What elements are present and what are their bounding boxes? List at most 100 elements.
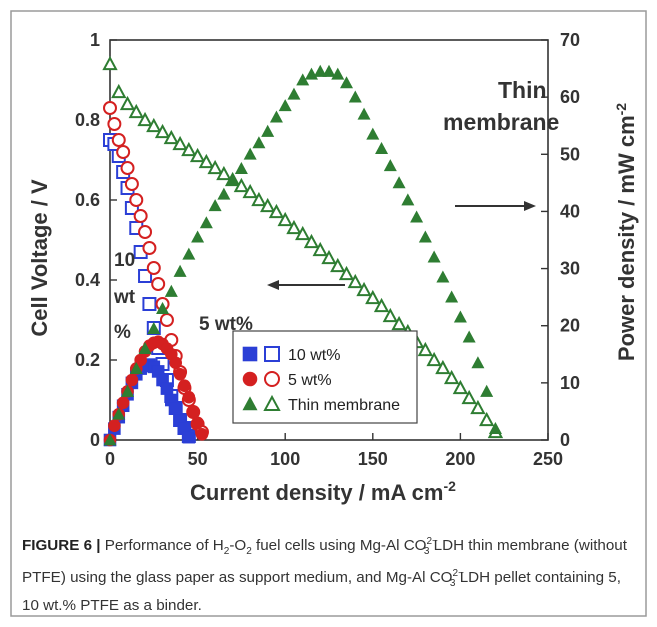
data-point-open-triangle <box>382 307 398 323</box>
data-point-filled-circle <box>242 371 258 387</box>
x-tick-label: 200 <box>445 449 475 469</box>
data-point-open-triangle <box>207 159 223 175</box>
data-point-open-triangle <box>128 103 144 119</box>
caption-sup-chem2: 2− <box>452 568 464 580</box>
data-point-open-triangle <box>277 211 293 227</box>
annotation-10wt-c: % <box>114 322 131 343</box>
legend-label: 10 wt% <box>288 347 340 364</box>
data-point-filled-square <box>242 346 258 362</box>
data-point-open-triangle <box>356 281 372 297</box>
data-point-filled-triangle <box>208 199 222 212</box>
data-point-filled-triangle <box>392 176 406 189</box>
annotation-thin-membrane-line1: Thin <box>498 77 547 103</box>
data-point-filled-triangle <box>480 384 494 397</box>
data-point-open-circle <box>111 133 126 147</box>
data-point-filled-triangle <box>261 124 275 137</box>
data-point-open-triangle <box>154 123 171 139</box>
data-point-filled-triangle <box>199 216 213 229</box>
data-point-filled-circle <box>191 416 204 430</box>
data-point-open-triangle <box>321 249 337 265</box>
data-point-open-triangle <box>137 111 153 127</box>
data-point-filled-circle <box>116 396 130 410</box>
data-point-open-circle <box>116 145 131 159</box>
caption-sub-chem1: 3 <box>423 546 430 558</box>
chart-arrows <box>267 201 536 290</box>
data-point-filled-triangle <box>147 321 161 334</box>
y-right-tick-label: 30 <box>560 259 580 279</box>
series-thin-membrane-voltage <box>102 55 504 439</box>
y-left-axis-title: Cell Voltage / V <box>27 179 52 337</box>
caption-text-2: -O <box>229 537 247 555</box>
y-left-tick-label: 0.6 <box>75 190 100 210</box>
annotation-10wt-a: 10 <box>114 250 135 271</box>
x-axis-title-text: Current density / mA cm <box>190 480 443 505</box>
data-point-open-circle <box>159 313 174 327</box>
data-point-filled-triangle <box>313 64 327 77</box>
data-point-open-triangle <box>391 315 407 331</box>
carbonate-formula-2: 2−3 <box>449 563 464 595</box>
data-point-open-triangle <box>242 183 258 199</box>
data-point-open-triangle <box>417 341 434 357</box>
caption-text-3: fuel cells using Mg-Al CO <box>251 537 427 555</box>
data-point-open-circle <box>264 371 280 387</box>
data-point-filled-triangle <box>252 136 266 149</box>
caption-text-4: LDH thin membrane (without PTFE) using t… <box>22 537 627 587</box>
data-point-filled-circle <box>173 367 187 381</box>
x-tick-label: 100 <box>270 449 300 469</box>
caption-sub-2: 2 <box>246 546 252 558</box>
caption-text-1: Performance of H <box>100 537 224 555</box>
data-point-open-square <box>138 269 153 283</box>
data-point-open-triangle <box>172 135 188 151</box>
data-point-filled-triangle <box>138 341 152 354</box>
y-left-tick-label: 1 <box>90 30 100 50</box>
data-point-filled-triangle <box>436 270 450 283</box>
data-point-open-triangle <box>443 369 460 385</box>
data-point-open-circle <box>146 261 161 275</box>
chart-legend: 10 wt% 5 wt% Thin membrane <box>232 330 418 424</box>
legend-label: Thin membrane <box>288 397 400 414</box>
carbonate-formula-1: 2−3 <box>423 531 438 563</box>
caption-text-5: LDH pellet containing 5, 10 wt.% PTFE as… <box>22 569 621 615</box>
data-point-open-triangle <box>181 141 197 157</box>
data-point-open-triangle <box>102 55 118 71</box>
data-point-filled-triangle <box>243 147 257 160</box>
legend-box <box>232 330 418 424</box>
x-axis-title: Current density / mA cm-2 <box>190 478 456 505</box>
data-point-open-triangle <box>303 233 320 249</box>
data-point-filled-circle <box>182 390 196 404</box>
legend-items: 10 wt% 5 wt% Thin membrane <box>242 346 400 414</box>
caption-sub-1: 2 <box>223 546 230 558</box>
data-point-open-circle <box>138 225 153 239</box>
data-point-open-triangle <box>268 203 285 219</box>
data-point-open-triangle <box>189 147 206 163</box>
y-right-tick-label: 0 <box>560 430 570 450</box>
annotation-5wt: 5 wt% <box>199 314 253 335</box>
caption-sup-chem1: 2− <box>426 536 438 547</box>
fuel-cell-chart: 0 50 100 150 200 25000.20.40.60.8101020304050… <box>27 30 639 505</box>
data-point-filled-triangle <box>340 76 354 89</box>
data-point-open-circle <box>133 209 148 223</box>
data-point-open-triangle <box>233 177 250 193</box>
data-point-open-triangle <box>373 297 390 313</box>
data-point-filled-circle <box>195 427 209 441</box>
caption-sub-chem2: 3 <box>449 578 456 590</box>
y-right-tick-label: 20 <box>560 316 580 336</box>
caption-label: FIGURE 6 | <box>22 537 101 555</box>
x-tick-label: 50 <box>188 449 208 469</box>
y-left-tick-label: 0.8 <box>75 110 100 130</box>
data-point-filled-circle <box>178 379 191 393</box>
data-point-open-triangle <box>435 359 451 375</box>
data-point-open-triangle <box>216 165 232 181</box>
data-point-open-circle <box>151 277 166 291</box>
data-point-filled-square <box>160 382 174 395</box>
data-point-filled-triangle <box>156 301 170 314</box>
data-point-open-triangle <box>452 379 469 395</box>
data-point-filled-triangle <box>322 64 336 77</box>
y-left-tick-label: 0.2 <box>75 350 100 370</box>
data-point-filled-triangle <box>164 284 178 297</box>
y-left-tick-label: 0 <box>90 430 100 450</box>
data-point-open-triangle <box>330 257 346 273</box>
data-point-filled-triangle <box>121 384 135 397</box>
data-point-filled-triangle <box>375 141 389 154</box>
data-point-open-triangle <box>111 83 127 99</box>
